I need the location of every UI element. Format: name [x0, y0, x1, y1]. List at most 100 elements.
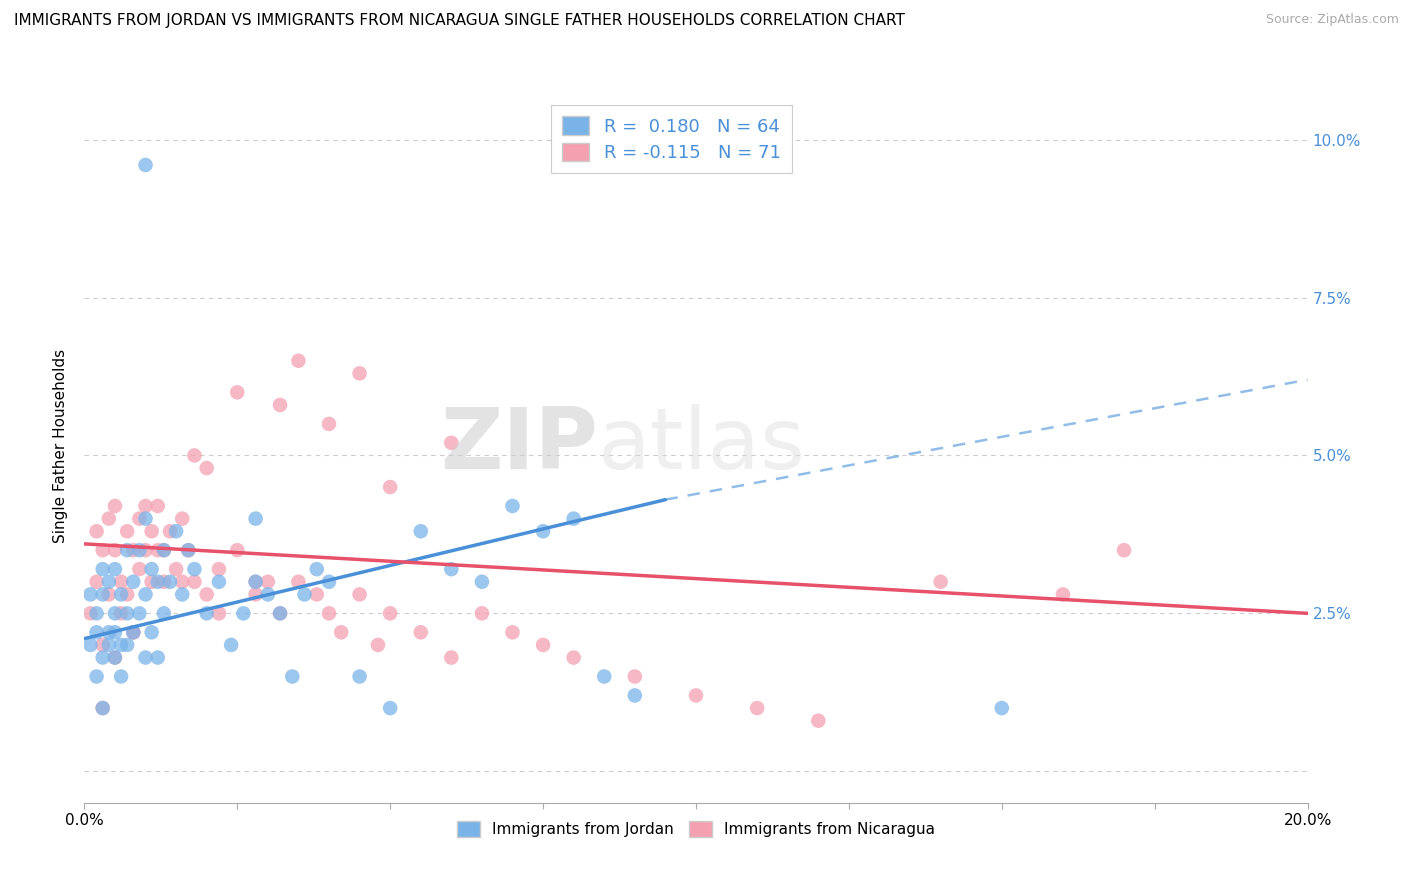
Point	[226, 543, 249, 558]
Point	[159, 574, 181, 589]
Point	[86, 669, 108, 683]
Point	[128, 511, 150, 525]
Point	[1114, 543, 1136, 558]
Point	[104, 499, 127, 513]
Point	[135, 499, 157, 513]
Point	[245, 574, 267, 589]
Point	[502, 499, 524, 513]
Point	[153, 543, 176, 558]
Point	[135, 158, 157, 172]
Point	[471, 607, 494, 621]
Point	[91, 650, 114, 665]
Point	[91, 701, 114, 715]
Point	[135, 587, 157, 601]
Point	[330, 625, 353, 640]
Point	[685, 689, 707, 703]
Point	[245, 587, 267, 601]
Point	[269, 607, 291, 621]
Point	[128, 543, 150, 558]
Point	[531, 638, 554, 652]
Point	[349, 587, 371, 601]
Point	[367, 638, 389, 652]
Point	[97, 587, 120, 601]
Point	[79, 607, 101, 621]
Point	[318, 417, 340, 431]
Point	[91, 562, 114, 576]
Point	[281, 669, 304, 683]
Point	[153, 543, 176, 558]
Point	[305, 562, 328, 576]
Point	[269, 607, 291, 621]
Point	[153, 607, 176, 621]
Point	[409, 625, 432, 640]
Point	[128, 562, 150, 576]
Text: atlas: atlas	[598, 404, 806, 488]
Point	[502, 625, 524, 640]
Point	[380, 480, 402, 494]
Point	[153, 574, 176, 589]
Point	[409, 524, 432, 539]
Point	[380, 607, 402, 621]
Point	[232, 607, 254, 621]
Point	[531, 524, 554, 539]
Point	[177, 543, 200, 558]
Point	[257, 587, 280, 601]
Point	[219, 638, 242, 652]
Point	[440, 435, 463, 450]
Point	[104, 650, 127, 665]
Point	[115, 638, 138, 652]
Legend: Immigrants from Jordan, Immigrants from Nicaragua: Immigrants from Jordan, Immigrants from …	[449, 814, 943, 845]
Point	[318, 574, 340, 589]
Point	[79, 638, 101, 652]
Point	[1052, 587, 1074, 601]
Point	[91, 638, 114, 652]
Point	[97, 511, 120, 525]
Point	[135, 650, 157, 665]
Point	[624, 689, 647, 703]
Point	[104, 543, 127, 558]
Point	[91, 543, 114, 558]
Point	[122, 625, 145, 640]
Point	[287, 353, 309, 368]
Point	[141, 574, 163, 589]
Text: IMMIGRANTS FROM JORDAN VS IMMIGRANTS FROM NICARAGUA SINGLE FATHER HOUSEHOLDS COR: IMMIGRANTS FROM JORDAN VS IMMIGRANTS FRO…	[14, 13, 905, 29]
Point	[122, 625, 145, 640]
Point	[440, 650, 463, 665]
Point	[269, 398, 291, 412]
Point	[146, 543, 169, 558]
Point	[349, 367, 371, 381]
Point	[305, 587, 328, 601]
Point	[115, 543, 138, 558]
Point	[115, 524, 138, 539]
Point	[747, 701, 769, 715]
Point	[593, 669, 616, 683]
Point	[110, 607, 132, 621]
Point	[183, 562, 205, 576]
Point	[440, 562, 463, 576]
Point	[562, 650, 585, 665]
Point	[165, 562, 187, 576]
Point	[97, 574, 120, 589]
Point	[624, 669, 647, 683]
Point	[110, 587, 132, 601]
Point	[245, 511, 267, 525]
Point	[195, 587, 218, 601]
Point	[86, 625, 108, 640]
Point	[195, 607, 218, 621]
Point	[471, 574, 494, 589]
Point	[97, 625, 120, 640]
Point	[208, 607, 231, 621]
Point	[318, 607, 340, 621]
Point	[86, 574, 108, 589]
Point	[146, 574, 169, 589]
Point	[165, 524, 187, 539]
Point	[294, 587, 316, 601]
Point	[257, 574, 280, 589]
Point	[172, 587, 194, 601]
Point	[91, 701, 114, 715]
Point	[208, 574, 231, 589]
Point	[195, 461, 218, 475]
Point	[110, 638, 132, 652]
Point	[349, 669, 371, 683]
Point	[807, 714, 830, 728]
